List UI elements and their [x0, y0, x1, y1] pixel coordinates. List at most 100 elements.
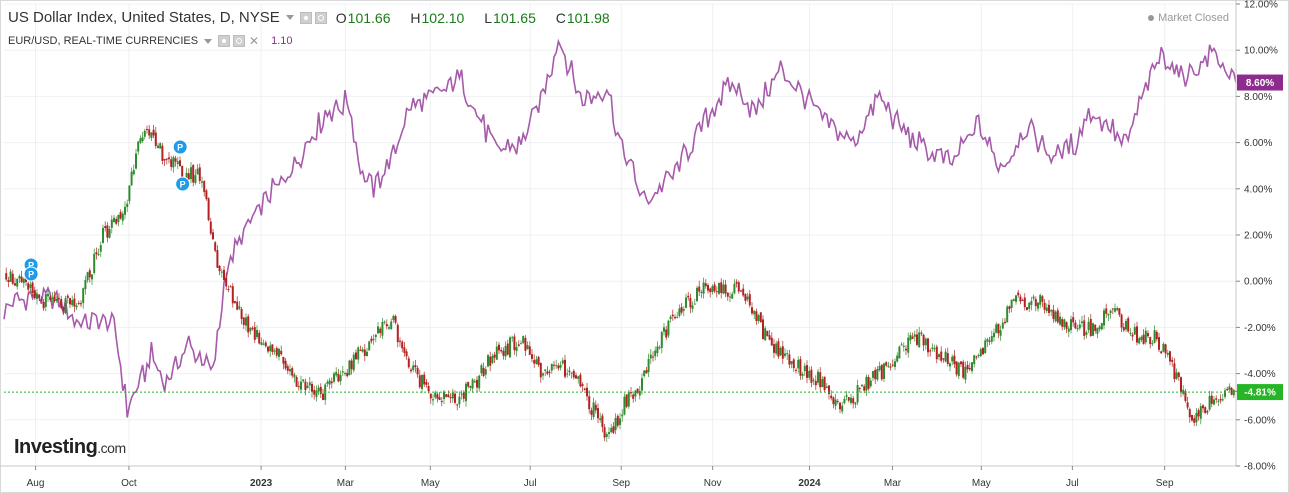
dxy-candle-body [223, 269, 225, 280]
compare-series-legend[interactable]: EUR/USD, REAL-TIME CURRENCIES ✕ 1.10 [8, 35, 293, 47]
dxy-candle-body [823, 376, 826, 391]
dxy-candle-body [473, 381, 476, 383]
dxy-candle-body [654, 350, 657, 357]
x-tick-label: Mar [337, 478, 355, 489]
dxy-candle-body [656, 346, 659, 354]
dxy-candle-body [317, 387, 320, 392]
dxy-candle-body [770, 337, 773, 346]
dxy-candle-body [491, 355, 494, 363]
compare-remove-icon[interactable]: ✕ [249, 34, 260, 48]
dxy-candle-body [940, 351, 943, 361]
dxy-candle-body [315, 390, 318, 397]
dxy-candle-body [819, 372, 822, 388]
dxy-candle-body [768, 335, 771, 340]
dxy-candle-body [726, 292, 729, 297]
dxy-candle-body [535, 359, 538, 364]
dxy-candle-body [51, 297, 54, 299]
x-tick-label: Sep [612, 478, 630, 489]
dxy-candle-body [271, 344, 274, 352]
dxy-candle-body [1111, 308, 1114, 310]
dxy-candle-body [568, 370, 571, 372]
dxy-candle-body [80, 303, 82, 305]
dxy-candle-body [286, 366, 289, 371]
dxy-candle-body [713, 284, 716, 292]
dxy-candle-body [612, 426, 615, 433]
dxy-candle-body [1118, 308, 1121, 315]
main-series-legend[interactable]: US Dollar Index, United States, D, NYSE … [8, 9, 626, 26]
dxy-candle-body [390, 321, 393, 330]
dxy-candle-body [647, 358, 650, 373]
dxy-candle-body [652, 356, 654, 358]
dxy-candle-body [533, 360, 536, 364]
dxy-candle-body [1206, 411, 1209, 413]
dxy-candle-body [801, 374, 804, 376]
dxy-candle-body [1191, 414, 1193, 421]
dxy-candle-body [412, 365, 415, 371]
dxy-candle-body [555, 365, 558, 367]
dxy-candle-body [597, 408, 599, 419]
dxy-candle-body [891, 364, 894, 366]
brand-name: Investing [14, 436, 98, 458]
dxy-candle-body [440, 400, 443, 402]
dxy-candle-body [1230, 388, 1233, 395]
dxy-candle-body [1122, 327, 1125, 331]
dxy-candle-body [1133, 327, 1136, 335]
dxy-candle-body [328, 380, 331, 385]
dxy-candle-body [553, 364, 555, 366]
dxy-candle-body [916, 334, 918, 345]
dxy-candle-body [264, 342, 267, 347]
dxy-candle-body [757, 315, 760, 321]
dxy-candle-body [1087, 321, 1090, 331]
dxy-candle-body [55, 298, 58, 302]
dxy-candle-body [960, 361, 962, 365]
dxy-candle-body [20, 276, 23, 283]
dxy-candle-body [368, 341, 371, 351]
compare-visibility-toggle-icon[interactable] [218, 35, 231, 47]
dxy-candle-body [1140, 336, 1143, 340]
dxy-candle-body [141, 137, 144, 141]
dxy-candle-body [383, 321, 386, 323]
dxy-candle-body [1034, 298, 1037, 307]
compare-series-dropdown-icon[interactable] [204, 38, 213, 44]
dxy-candle-body [594, 404, 597, 411]
main-series-dropdown-icon[interactable] [285, 15, 294, 20]
dxy-candle-body [484, 369, 487, 375]
dxy-candle-body [209, 221, 212, 234]
dxy-candle-body [715, 291, 718, 293]
y-tick-label: 12.00% [1244, 0, 1278, 11]
dxy-candle-body [803, 365, 806, 372]
x-tick-label: 2023 [250, 478, 273, 489]
dxy-candle-body [667, 320, 670, 336]
dxy-candle-body [1162, 343, 1165, 352]
dxy-candle-body [814, 380, 817, 386]
dxy-candle-body [1083, 320, 1086, 336]
dxy-candle-body [810, 369, 813, 383]
settings-icon[interactable] [314, 11, 327, 24]
dxy-candle-body [77, 302, 80, 304]
dxy-candle-body [878, 366, 881, 371]
y-tick-label: 6.00% [1244, 138, 1272, 149]
ohlc-readout: O101.66 H102.10 L101.65 C101.98 [336, 10, 626, 26]
dxy-candle-body [1182, 389, 1185, 394]
dxy-candle-body [949, 363, 951, 367]
dxy-candle-body [755, 311, 758, 321]
event-marker-letter: P [177, 143, 183, 153]
eurusd-layer [3, 38, 1237, 418]
dxy-candle-body [126, 203, 129, 208]
dxy-candle-body [946, 353, 949, 364]
dxy-candle-body [454, 393, 456, 403]
dxy-candle-body [1144, 330, 1147, 343]
dxy-candle-body [434, 392, 437, 398]
dxy-candle-body [689, 297, 692, 308]
dxy-candle-body [1204, 407, 1207, 413]
dxy-candle-body [1171, 359, 1174, 362]
dxy-candle-body [1131, 334, 1134, 337]
dxy-candle-body [850, 397, 852, 403]
dxy-candle-body [764, 328, 767, 341]
dxy-candle-body [295, 377, 298, 387]
compare-settings-icon[interactable] [233, 35, 246, 47]
dxy-candle-body [707, 285, 709, 291]
dxy-candle-body [887, 365, 890, 367]
dxy-candle-body [704, 283, 707, 287]
visibility-toggle-icon[interactable] [299, 11, 312, 24]
